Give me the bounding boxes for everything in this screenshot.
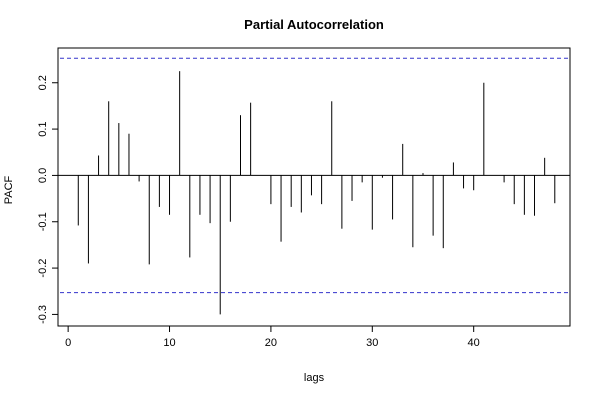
y-tick-label-5: 0.2 (37, 75, 49, 90)
x-tick-label-20: 20 (265, 337, 277, 349)
x-tick-label-40: 40 (468, 337, 480, 349)
y-tick-label-3: 0.0 (37, 168, 49, 183)
chart-title: Partial Autocorrelation (244, 17, 384, 32)
y-axis-label: PACF (3, 175, 15, 204)
x-axis-label: lags (304, 372, 325, 384)
y-tick-label-1: -0.2 (37, 259, 49, 278)
y-tick-label-0: -0.3 (37, 305, 49, 324)
chart-marks: 0 10 20 30 40 -0.3 -0.2 -0.1 0.0 0.1 0.2 (37, 57, 570, 349)
y-tick-label-4: 0.1 (37, 121, 49, 136)
y-tick-label-2: -0.1 (37, 212, 49, 231)
x-tick-label-10: 10 (163, 337, 175, 349)
x-tick-label-30: 30 (366, 337, 378, 349)
plot-frame (57, 47, 571, 327)
x-tick-label-0: 0 (65, 337, 71, 349)
